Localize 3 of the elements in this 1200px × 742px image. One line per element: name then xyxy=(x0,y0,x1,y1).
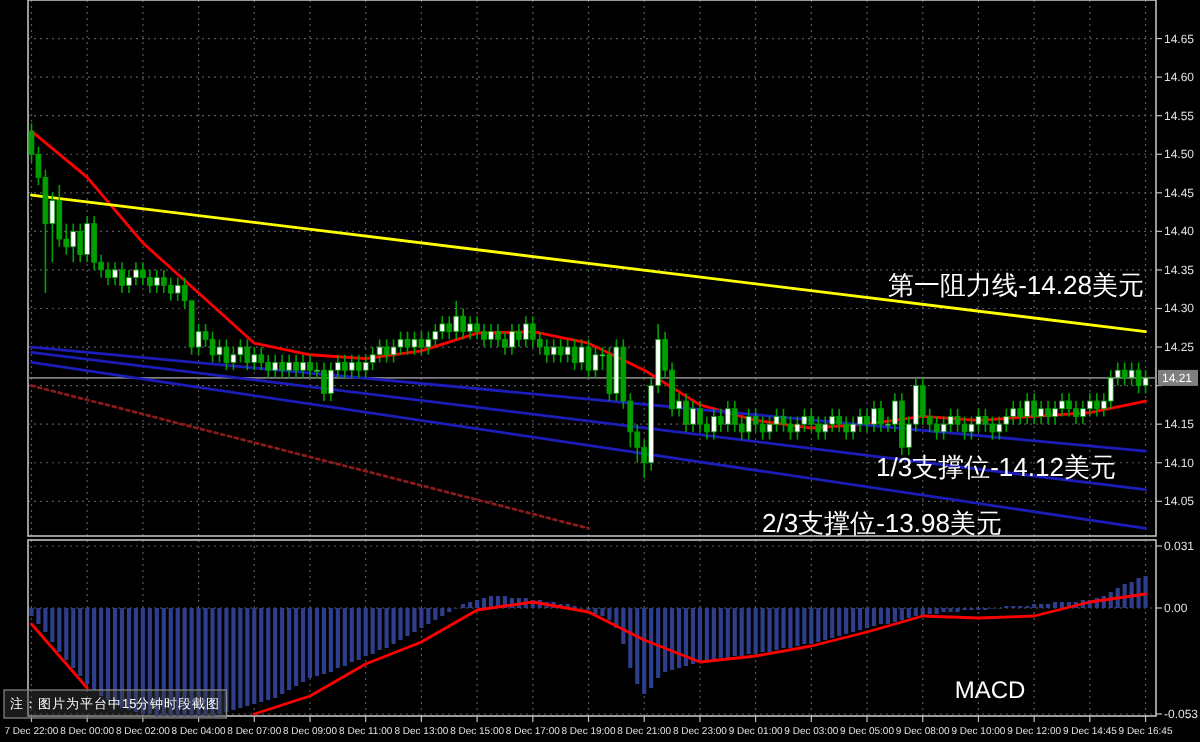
annotation: 2/3支撑位-13.98美元 xyxy=(762,508,1002,538)
annotation: MACD xyxy=(954,676,1026,704)
annotation: 第一阻力线-14.28美元 xyxy=(888,270,1144,300)
